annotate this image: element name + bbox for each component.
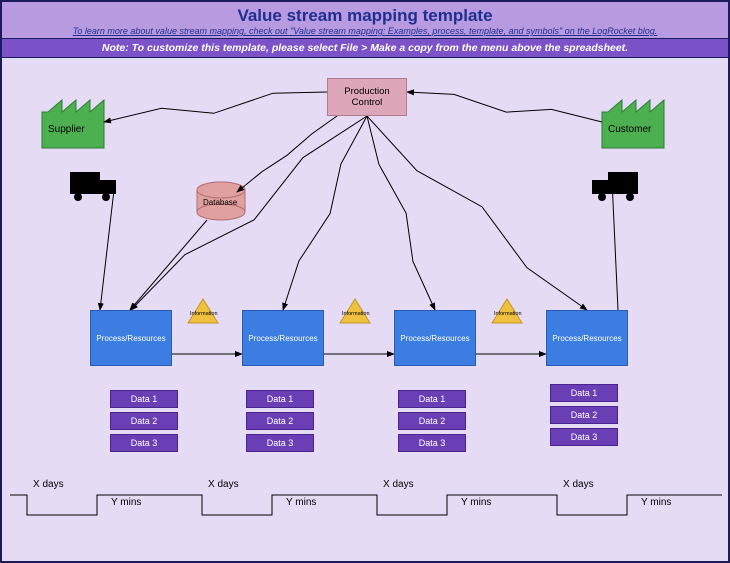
timeline-lower: Y mins xyxy=(461,497,491,508)
timeline-lower: Y mins xyxy=(641,497,671,508)
supplier-label: Supplier xyxy=(48,124,85,135)
data-box-2-1: Data 2 xyxy=(398,412,466,430)
header-primary: Value stream mapping template To learn m… xyxy=(2,2,728,38)
header-note: Note: To customize this template, please… xyxy=(2,38,728,58)
data-box-3-1: Data 2 xyxy=(550,406,618,424)
page-frame: Value stream mapping template To learn m… xyxy=(0,0,730,563)
data-box-3-2: Data 3 xyxy=(550,428,618,446)
timeline-lower: Y mins xyxy=(286,497,316,508)
page-subtitle[interactable]: To learn more about value stream mapping… xyxy=(2,26,728,36)
production-control-box: ProductionControl xyxy=(327,78,407,116)
data-box-3-0: Data 1 xyxy=(550,384,618,402)
page-title: Value stream mapping template xyxy=(2,6,728,26)
process-box-1: Process/Resources xyxy=(242,310,324,366)
data-box-0-2: Data 3 xyxy=(110,434,178,452)
data-box-2-0: Data 1 xyxy=(398,390,466,408)
timeline-upper: X days xyxy=(33,479,64,490)
triangle-label-2: Information xyxy=(494,311,520,317)
data-box-0-1: Data 2 xyxy=(110,412,178,430)
timeline-lower: Y mins xyxy=(111,497,141,508)
timeline-upper: X days xyxy=(563,479,594,490)
data-box-1-0: Data 1 xyxy=(246,390,314,408)
data-box-1-2: Data 3 xyxy=(246,434,314,452)
process-box-2: Process/Resources xyxy=(394,310,476,366)
triangle-label-1: Information xyxy=(342,311,368,317)
timeline-upper: X days xyxy=(208,479,239,490)
data-box-0-0: Data 1 xyxy=(110,390,178,408)
triangle-label-0: Information xyxy=(190,311,216,317)
data-box-2-2: Data 3 xyxy=(398,434,466,452)
data-box-1-1: Data 2 xyxy=(246,412,314,430)
diagram-canvas: Supplier Customer ProductionControl Databas… xyxy=(2,60,728,561)
process-box-0: Process/Resources xyxy=(90,310,172,366)
timeline-upper: X days xyxy=(383,479,414,490)
database-label: Database xyxy=(203,198,237,207)
customer-label: Customer xyxy=(608,124,651,135)
process-box-3: Process/Resources xyxy=(546,310,628,366)
